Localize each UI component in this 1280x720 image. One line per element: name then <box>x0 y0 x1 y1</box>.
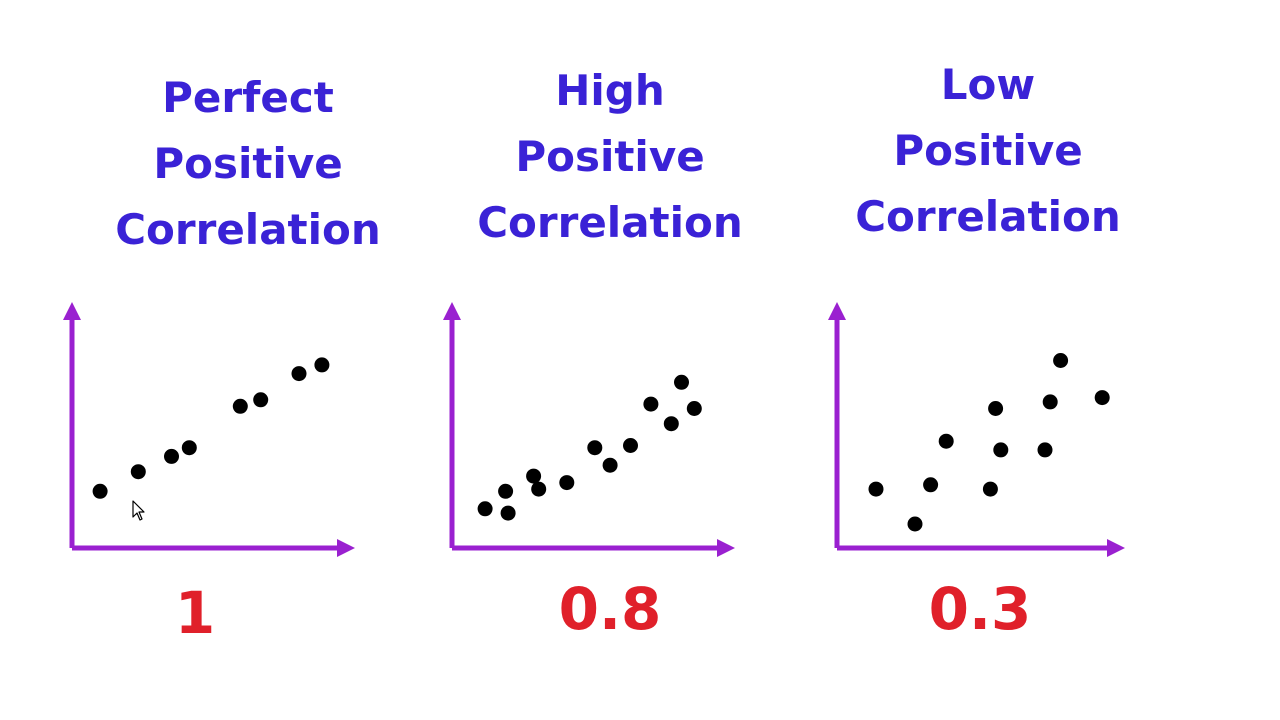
y-axis-arrowhead <box>63 302 81 320</box>
chart-title-line: High <box>555 66 665 115</box>
x-axis-arrowhead <box>337 539 355 557</box>
x-axis-arrowhead <box>1107 539 1125 557</box>
y-axis-arrowhead <box>828 302 846 320</box>
data-point <box>130 464 146 480</box>
data-point <box>1053 353 1069 368</box>
data-point <box>1037 442 1053 458</box>
arrow-cursor-icon <box>132 500 145 521</box>
chart-title: High Positive Correlation <box>470 58 750 256</box>
data-point <box>477 501 493 517</box>
data-point <box>982 481 998 497</box>
data-point <box>1042 394 1058 410</box>
data-point <box>291 366 307 382</box>
chart-panel-high: High Positive Correlation 0.8 <box>420 0 820 720</box>
chart-title-line: Perfect <box>162 73 334 122</box>
chart-panel-low: Low Positive Correlation 0.3 <box>820 0 1220 720</box>
data-point <box>663 416 679 432</box>
chart-title-line: Positive <box>153 139 343 188</box>
chart-panel-perfect: Perfect Positive Correlation 1 <box>0 0 420 720</box>
data-point <box>314 357 330 373</box>
data-point <box>559 475 575 491</box>
data-point <box>674 374 689 390</box>
scatter-plot <box>828 302 1125 557</box>
data-point <box>1094 390 1110 406</box>
chart-title-line: Correlation <box>855 192 1121 241</box>
data-point <box>164 448 179 464</box>
data-point <box>643 396 659 412</box>
data-point <box>500 505 516 521</box>
scatter-plot <box>443 302 735 557</box>
data-point <box>907 516 923 532</box>
data-point <box>498 483 514 499</box>
correlation-coefficient: 0.8 <box>558 575 662 643</box>
x-axis-arrowhead <box>717 539 735 557</box>
data-point <box>587 440 603 456</box>
data-point <box>92 483 108 499</box>
data-point <box>602 457 618 473</box>
chart-title-line: Positive <box>515 132 705 181</box>
data-point <box>232 398 248 414</box>
data-point <box>526 468 542 484</box>
data-point <box>988 401 1004 416</box>
chart-title-line: Correlation <box>477 198 743 247</box>
data-point <box>868 481 884 497</box>
chart-title-line: Low <box>940 60 1036 109</box>
chart-title-line: Positive <box>893 126 1083 175</box>
chart-title: Low Positive Correlation <box>848 52 1128 250</box>
data-point <box>938 433 954 449</box>
chart-title: Perfect Positive Correlation <box>108 65 388 263</box>
data-point <box>531 481 547 497</box>
scatter-plot <box>63 302 355 557</box>
data-point <box>993 442 1009 458</box>
correlation-coefficient: 1 <box>174 579 216 647</box>
y-axis-arrowhead <box>443 302 461 320</box>
data-point <box>686 401 702 416</box>
correlation-coefficient: 0.3 <box>928 575 1032 643</box>
chart-title-line: Correlation <box>115 205 381 254</box>
data-point <box>253 392 269 408</box>
data-point <box>923 477 939 493</box>
data-point <box>623 438 638 453</box>
data-point <box>181 440 197 456</box>
